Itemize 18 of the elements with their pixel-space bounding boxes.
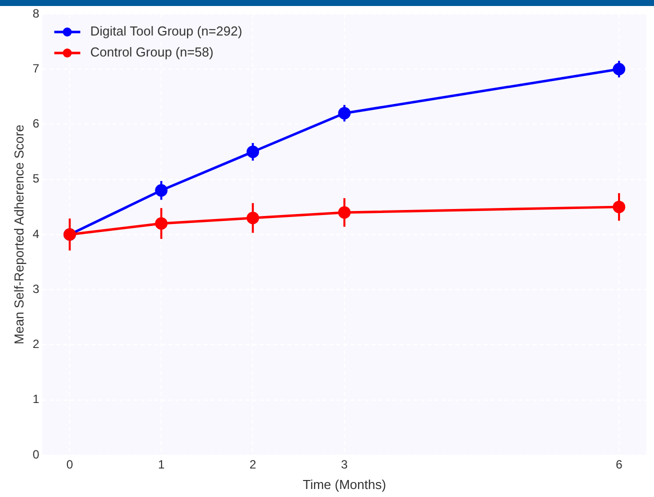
y-tick-label: 8 (32, 6, 40, 20)
y-tick-label: 0 (32, 447, 40, 462)
y-tick-label: 7 (32, 61, 40, 76)
y-tick-label: 1 (32, 392, 40, 406)
y-tick-label: 4 (32, 226, 40, 241)
x-tick-label: 3 (341, 458, 348, 472)
x-tick-label: 2 (249, 458, 256, 472)
y-tick-label: 5 (32, 172, 40, 186)
x-axis-title: Time (Months) (302, 476, 386, 492)
legend-label: Control Group (n=58) (90, 44, 214, 60)
y-axis-title: Mean Self-Reported Adherence Score (11, 124, 26, 344)
x-tick-label: 6 (616, 458, 623, 472)
y-tick-label: 6 (32, 116, 40, 131)
x-tick-label: 0 (66, 458, 74, 472)
y-tick-label: 2 (32, 337, 40, 352)
legend-label: Digital Tool Group (n=292) (90, 24, 242, 39)
y-tick-label: 3 (32, 282, 40, 296)
x-tick-label: 1 (158, 458, 165, 472)
